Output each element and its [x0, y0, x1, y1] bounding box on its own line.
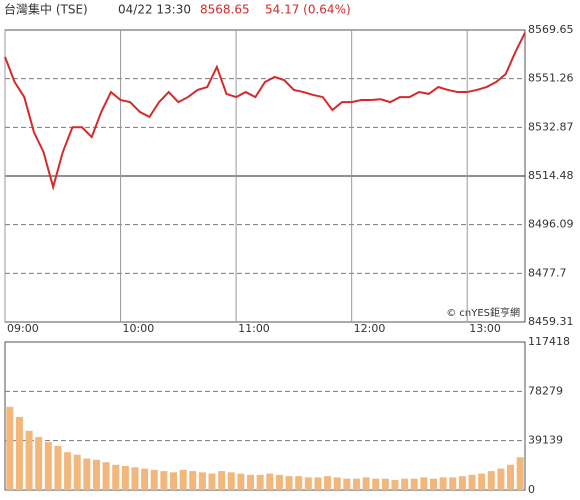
volume-bar — [304, 477, 312, 490]
quote-time: 04/22 13:30 — [118, 3, 191, 17]
volume-bar — [83, 458, 91, 490]
quote-price: 8568.65 — [200, 3, 250, 17]
volume-bar — [121, 466, 129, 490]
volume-bar — [468, 474, 476, 490]
volume-bar — [324, 476, 332, 490]
volume-bar — [64, 452, 72, 490]
volume-bar — [54, 445, 62, 490]
y-tick-label: 8569.65 — [528, 23, 574, 36]
volume-bar — [92, 459, 100, 490]
volume-bar — [102, 462, 110, 490]
y-tick-label: 78279 — [528, 384, 563, 397]
volume-bar — [189, 471, 197, 490]
volume-bar — [362, 477, 370, 490]
volume-bar — [381, 478, 389, 490]
volume-bar — [391, 479, 399, 490]
y-tick-label: 8459.31 — [528, 315, 574, 328]
y-tick-label: 0 — [528, 483, 535, 496]
volume-panel — [4, 341, 526, 491]
volume-bar — [208, 473, 216, 490]
volume-bar — [247, 474, 255, 490]
volume-bar — [449, 477, 457, 490]
volume-bar — [266, 473, 274, 490]
volume-bar — [160, 471, 168, 490]
volume-bar — [141, 468, 149, 490]
volume-bar — [6, 406, 14, 490]
x-tick-label: 11:00 — [238, 322, 270, 335]
volume-bar — [507, 464, 515, 490]
y-tick-label: 8532.87 — [528, 120, 574, 133]
volume-bar — [401, 478, 409, 490]
volume-bar — [295, 476, 303, 490]
price-line — [4, 32, 526, 191]
volume-bar — [497, 468, 505, 490]
volume-bar — [439, 477, 447, 490]
y-tick-label: 8477.7 — [528, 266, 567, 279]
volume-bar — [227, 472, 235, 490]
quote-change: 54.17 (0.64%) — [265, 3, 351, 17]
y-tick-label: 8551.26 — [528, 72, 574, 85]
volume-bar — [35, 437, 43, 490]
volume-bar — [333, 477, 341, 490]
volume-bar — [256, 474, 264, 490]
volume-bar — [275, 474, 283, 490]
volume-bar — [218, 471, 226, 490]
volume-bar — [458, 476, 466, 490]
volume-bar — [112, 464, 120, 490]
volume-bar — [25, 430, 33, 490]
y-tick-label: 117418 — [528, 335, 570, 348]
volume-bar — [430, 478, 438, 490]
volume-bar — [285, 476, 293, 490]
x-tick-label: 10:00 — [123, 322, 155, 335]
index-name: 台灣集中 (TSE) — [4, 2, 88, 17]
y-tick-label: 39139 — [528, 434, 563, 447]
x-tick-label: 13:00 — [469, 322, 501, 335]
watermark: © cnYES鉅亨網 — [446, 306, 520, 319]
volume-bar — [150, 469, 158, 490]
volume-bar — [314, 477, 322, 490]
volume-bar — [237, 473, 245, 490]
volume-bar — [170, 472, 178, 490]
volume-bar — [420, 477, 428, 490]
volume-bar — [44, 442, 52, 490]
volume-bar — [15, 416, 23, 490]
volume-bar — [73, 454, 81, 490]
volume-bar — [516, 457, 524, 490]
volume-bar — [343, 478, 351, 490]
volume-bar — [131, 467, 139, 490]
volume-bar — [410, 478, 418, 490]
x-tick-label: 12:00 — [354, 322, 386, 335]
volume-bar — [198, 472, 206, 490]
volume-bar — [487, 471, 495, 490]
volume-bar — [352, 478, 360, 490]
x-tick-label: 09:00 — [7, 322, 39, 335]
y-tick-label: 8496.09 — [528, 218, 574, 231]
volume-bar — [478, 473, 486, 490]
volume-bar — [179, 469, 187, 490]
volume-bar — [372, 478, 380, 490]
y-tick-label: 8514.48 — [528, 169, 574, 182]
